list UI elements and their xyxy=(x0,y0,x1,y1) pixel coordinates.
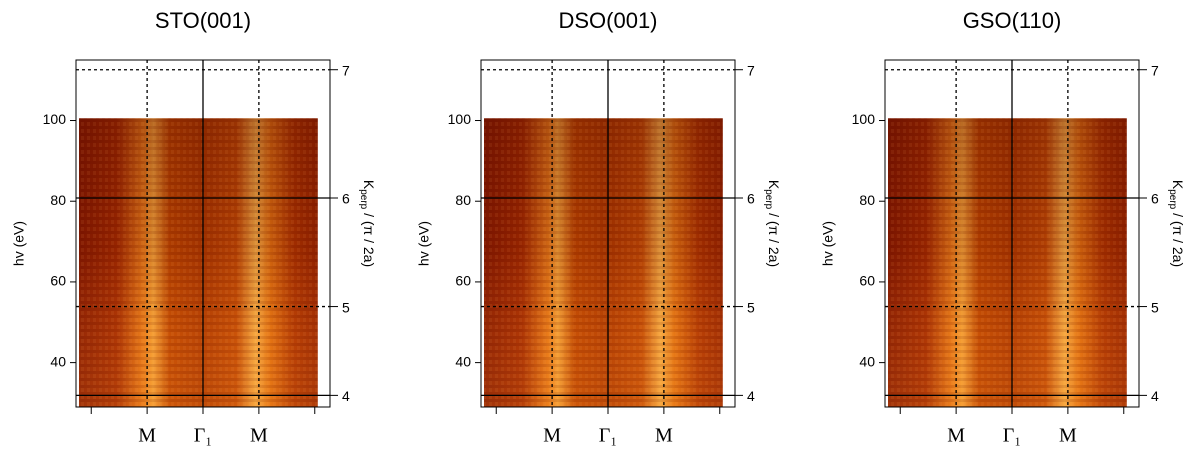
panel-title: DSO(001) xyxy=(558,8,657,33)
x-tick-label: M xyxy=(138,425,156,447)
x-tick-label: Γ₁ xyxy=(599,425,618,447)
y-axis-label: hv (eV) xyxy=(416,221,432,266)
x-tick-label: M xyxy=(1059,425,1077,447)
y2-tick-label: 4 xyxy=(342,388,350,404)
y2-tick-label: 7 xyxy=(1151,62,1159,78)
intensity-texture xyxy=(79,118,318,408)
intensity-texture xyxy=(484,118,723,408)
y2-axis-label-part: perp xyxy=(763,189,774,209)
intensity-texture xyxy=(888,118,1127,408)
y2-tick-label: 5 xyxy=(342,299,350,315)
x-tick-label: M xyxy=(250,425,268,447)
panel: GSO(110) 40 60 80 100 hv (eV) 4 5 6 7 Kperp / (π /… xyxy=(820,8,1187,447)
y-tick-label: 40 xyxy=(455,353,471,369)
y-axis-label: hv (eV) xyxy=(820,221,836,266)
panel: DSO(001) 40 60 80 100 hv (eV) 4 5 6 7 Kperp / (π /… xyxy=(416,8,783,447)
y2-axis-label-part: K xyxy=(361,180,377,190)
y2-tick-label: 7 xyxy=(342,62,350,78)
y-tick-label: 100 xyxy=(43,111,67,127)
y-tick-label: 80 xyxy=(50,192,66,208)
y2-tick-label: 6 xyxy=(747,191,755,207)
y2-tick-label: 6 xyxy=(342,191,350,207)
y-tick-label: 80 xyxy=(859,192,875,208)
x-tick-label: M xyxy=(655,425,673,447)
y-tick-label: 60 xyxy=(455,273,471,289)
y2-axis-label-part: perp xyxy=(1167,189,1178,209)
y2-axis-label-part: K xyxy=(1170,180,1186,190)
y-tick-label: 100 xyxy=(852,111,876,127)
y-axis-label: hv (eV) xyxy=(11,221,27,266)
y2-tick-label: 4 xyxy=(1151,388,1159,404)
y-tick-label: 60 xyxy=(859,273,875,289)
y2-axis-label-part: perp xyxy=(358,189,369,209)
x-tick-label: M xyxy=(543,425,561,447)
y-tick-label: 40 xyxy=(859,353,875,369)
y2-axis-label: Kperp / (π / 2a) xyxy=(763,180,782,267)
x-tick-label: M xyxy=(947,425,965,447)
panel-title: STO(001) xyxy=(155,8,251,33)
y-tick-label: 100 xyxy=(448,111,472,127)
y2-axis-label-part: / (π / 2a) xyxy=(766,209,782,267)
panel-title: GSO(110) xyxy=(963,8,1062,33)
x-tick-label: Γ₁ xyxy=(1003,425,1022,447)
y2-tick-label: 5 xyxy=(747,299,755,315)
y2-tick-label: 4 xyxy=(747,388,755,404)
y2-tick-label: 6 xyxy=(1151,191,1159,207)
panel: STO(001) 40 60 80 100 hv (eV) 4 5 6 7 Kperp / (π /… xyxy=(11,8,378,447)
x-tick-label: Γ₁ xyxy=(194,425,213,447)
y2-tick-label: 5 xyxy=(1151,299,1159,315)
y-tick-label: 80 xyxy=(455,192,471,208)
y2-axis-label: Kperp / (π / 2a) xyxy=(1167,180,1186,267)
y2-tick-label: 7 xyxy=(747,62,755,78)
y2-axis-label-part: / (π / 2a) xyxy=(361,209,377,267)
y2-axis-label-part: K xyxy=(766,180,782,190)
y2-axis-label: Kperp / (π / 2a) xyxy=(358,180,377,267)
y-tick-label: 40 xyxy=(50,353,66,369)
y2-axis-label-part: / (π / 2a) xyxy=(1170,209,1186,267)
y-tick-label: 60 xyxy=(50,273,66,289)
